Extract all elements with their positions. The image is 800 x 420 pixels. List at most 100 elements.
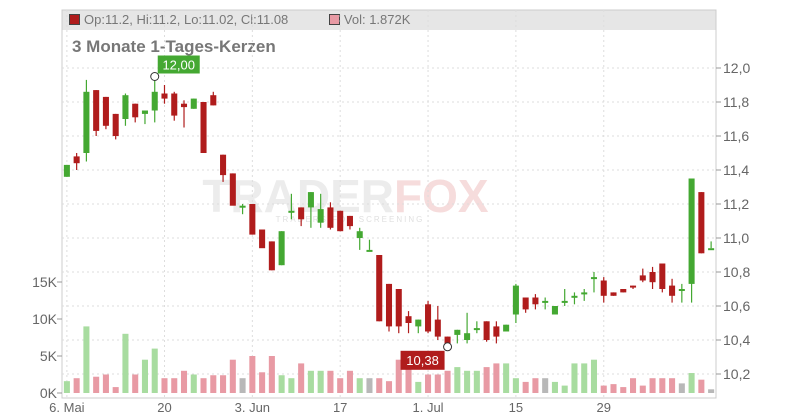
candle-body [298,207,305,220]
candle-body [561,300,568,303]
candle-body [444,336,451,344]
candle-body [649,272,656,283]
candle-body [73,156,80,164]
price-tick-label: 11,4 [723,162,749,178]
volume-readout: Vol: 1.872K [343,12,411,27]
candle-body [249,204,256,235]
volume-bar [522,381,529,393]
volume-bar [259,372,266,393]
volume-bar [503,363,510,393]
candle-body [434,319,441,337]
price-tick-label: 10,6 [723,298,750,314]
volume-bar [542,378,549,393]
volume-bar [298,363,305,393]
volume-bar [708,389,715,393]
volume-bar [532,378,539,393]
volume-bar [473,370,480,393]
candle-body [112,113,119,136]
volume-bar [688,373,695,393]
volume-tick-label: 10K [32,311,58,327]
volume-bar [112,387,119,393]
candle-body [239,205,246,208]
volume-bar [278,375,285,393]
x-tick-label: 29 [597,400,611,415]
candle-body [503,324,510,332]
candle-body [385,283,393,327]
volume-tick-label: 0K [40,385,58,401]
volume-bar [317,370,324,393]
price-tick-label: 11,2 [723,196,749,212]
candle-body [259,229,266,249]
chart-title: 3 Monate 1-Tages-Kerzen [72,37,276,56]
volume-bar [327,370,334,393]
candle-body [268,241,275,271]
volume-bar [171,378,178,393]
volume-bar [122,333,129,393]
volume-bar [220,375,227,393]
x-tick-label: 17 [333,400,347,415]
ohlc-swatch-icon [69,14,80,25]
volume-bar [425,374,432,393]
volume-bar [493,363,500,393]
volume-bar [268,356,275,393]
ohlc-readout: Op:11.2, Hi:11.2, Lo:11.02, Cl:11.08 [84,12,289,27]
low-marker-icon [443,342,453,352]
volume-bar [581,363,588,393]
x-tick-label: 20 [157,400,171,415]
volume-bar [288,378,295,393]
volume-bar [649,378,656,393]
volume-bar [395,359,402,393]
high-label-box [157,55,200,74]
volume-bar [698,379,705,393]
volume-bar [190,374,197,393]
candle-body [327,207,334,228]
candle-body [190,98,197,109]
x-tick-label: 1. Jul [413,400,444,415]
volume-bar [376,378,383,393]
price-tick-label: 10,4 [723,332,750,348]
volume-bar [464,370,471,393]
candle-body [639,275,646,281]
candle-body [180,103,188,108]
volume-bar [83,326,90,393]
volume-bar [434,374,441,393]
volume-bar [415,381,422,393]
volume-bar [610,384,617,393]
candle-body [366,249,373,252]
high-marker-icon [150,72,160,81]
low-label: 10,38 [406,353,439,368]
price-tick-label: 10,2 [723,366,750,382]
price-tick-label: 12,0 [723,60,750,76]
volume-bar [200,378,207,393]
candle-body [220,154,227,176]
volume-bar [571,363,578,393]
candle-body [532,297,539,305]
candle-body [376,255,383,322]
volume-bar [63,381,70,393]
volume-bar [405,359,412,393]
volume-swatch-icon [328,14,340,25]
candle-body [288,210,295,213]
candle-body [708,248,715,251]
watermark-text: FOX [394,170,489,222]
candle-body [102,96,109,126]
candle-body [161,93,168,99]
volume-bar [161,378,168,393]
x-tick-label: 15 [509,400,523,415]
volume-bar [454,367,461,393]
volume-bar [141,359,148,393]
candle-body [200,102,207,153]
volume-bar [483,367,490,393]
candle-body [678,289,685,291]
volume-bar [180,370,188,393]
candle-body [659,263,666,289]
volume-bar [639,385,646,393]
candle-body [63,164,70,177]
low-label-box [400,350,445,370]
candle-body [522,297,529,310]
volume-bar [366,378,373,393]
candle-body [571,295,578,298]
candle-body [210,95,217,106]
candle-body [464,333,471,340]
